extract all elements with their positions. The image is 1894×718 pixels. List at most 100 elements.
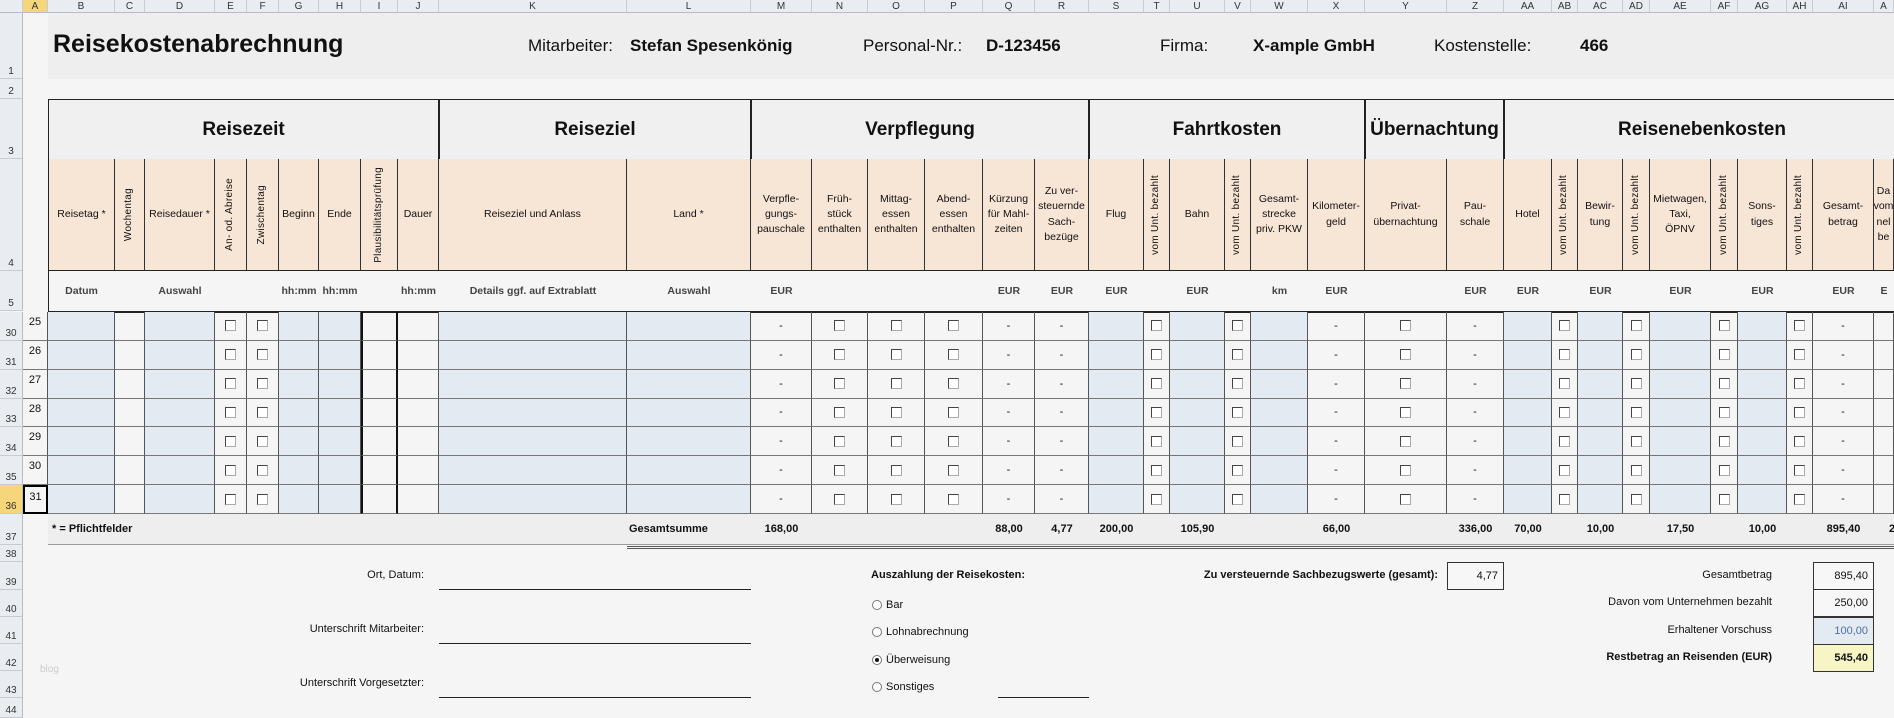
cell-e[interactable]: [215, 312, 247, 341]
cell-f[interactable]: [247, 369, 279, 399]
cell-aa[interactable]: [1504, 312, 1552, 341]
cell-u[interactable]: [1170, 398, 1225, 428]
cell-k[interactable]: [439, 398, 627, 428]
radio-button[interactable]: [872, 627, 882, 638]
cell-u[interactable]: [1170, 456, 1225, 486]
cell-z[interactable]: -: [1447, 340, 1504, 370]
cell-ai[interactable]: -: [1813, 485, 1874, 514]
checkbox[interactable]: [948, 406, 959, 418]
column-header-e[interactable]: E: [215, 0, 247, 13]
cell-o[interactable]: [868, 340, 925, 370]
radio-button[interactable]: [872, 654, 882, 665]
cell-f[interactable]: [247, 340, 279, 370]
checkbox[interactable]: [225, 320, 236, 332]
checkbox[interactable]: [834, 320, 845, 332]
cell-h[interactable]: [319, 427, 361, 457]
cell-m[interactable]: -: [751, 456, 812, 486]
checkbox[interactable]: [225, 493, 236, 505]
cell-s[interactable]: [1089, 398, 1144, 428]
checkbox[interactable]: [834, 464, 845, 476]
checkbox[interactable]: [1232, 349, 1243, 361]
cell-ac[interactable]: [1578, 456, 1623, 486]
cell-i[interactable]: [361, 485, 398, 514]
cell-g[interactable]: [279, 398, 319, 428]
radio-button[interactable]: [872, 681, 882, 692]
cell-ai[interactable]: -: [1813, 340, 1874, 370]
cell-n[interactable]: [812, 312, 868, 341]
cell-j[interactable]: [398, 427, 439, 457]
row-header-4[interactable]: 4: [0, 159, 23, 271]
cell-t[interactable]: [1144, 398, 1170, 428]
column-header-n[interactable]: N: [812, 0, 868, 13]
cell-c[interactable]: [115, 456, 145, 486]
checkbox[interactable]: [1630, 493, 1642, 505]
checkbox[interactable]: [834, 435, 845, 447]
cell-l[interactable]: [627, 340, 751, 370]
cell-ag[interactable]: [1738, 456, 1787, 486]
cell-ad[interactable]: [1623, 398, 1650, 428]
checkbox[interactable]: [257, 406, 268, 418]
cell-v[interactable]: [1225, 369, 1251, 399]
cell-ag[interactable]: [1738, 369, 1787, 399]
cell-p[interactable]: [925, 485, 983, 514]
checkbox[interactable]: [225, 464, 236, 476]
cell-ai[interactable]: -: [1813, 398, 1874, 428]
select-all-corner[interactable]: [0, 0, 23, 13]
checkbox[interactable]: [1794, 349, 1805, 361]
checkbox[interactable]: [890, 435, 902, 447]
cell-b[interactable]: [48, 485, 115, 514]
cell-n[interactable]: [812, 485, 868, 514]
cell-b[interactable]: [48, 398, 115, 428]
cell-o[interactable]: [868, 485, 925, 514]
cell-q[interactable]: -: [983, 398, 1035, 428]
cell-p[interactable]: [925, 427, 983, 457]
checkbox[interactable]: [890, 406, 902, 418]
cell-d[interactable]: [145, 340, 215, 370]
cell-c[interactable]: [115, 427, 145, 457]
checkbox[interactable]: [1559, 349, 1570, 361]
cell-y[interactable]: [1365, 369, 1447, 399]
checkbox[interactable]: [1718, 378, 1730, 390]
cell-k[interactable]: [439, 427, 627, 457]
cell-x[interactable]: -: [1308, 427, 1365, 457]
column-header-a[interactable]: A: [1874, 0, 1894, 13]
checkbox[interactable]: [1232, 464, 1243, 476]
cell-t[interactable]: [1144, 340, 1170, 370]
checkbox[interactable]: [257, 464, 268, 476]
cell-ab[interactable]: [1552, 398, 1578, 428]
cell-ag[interactable]: [1738, 427, 1787, 457]
cell-ai[interactable]: -: [1813, 456, 1874, 486]
checkbox[interactable]: [1151, 320, 1162, 332]
cell-h[interactable]: [319, 485, 361, 514]
cell-l[interactable]: [627, 369, 751, 399]
cell-o[interactable]: [868, 369, 925, 399]
day-number-cell[interactable]: 31: [23, 485, 48, 514]
cell-ad[interactable]: [1623, 340, 1650, 370]
cell-e[interactable]: [215, 398, 247, 428]
cell-o[interactable]: [868, 312, 925, 341]
cell-z[interactable]: -: [1447, 456, 1504, 486]
cell-z[interactable]: -: [1447, 427, 1504, 457]
cell-m[interactable]: -: [751, 398, 812, 428]
column-header-c[interactable]: C: [115, 0, 145, 13]
cell-aj[interactable]: [1874, 369, 1894, 399]
cell-z[interactable]: -: [1447, 398, 1504, 428]
cell-i[interactable]: [361, 398, 398, 428]
cell-ah[interactable]: [1787, 312, 1813, 341]
cell-aj[interactable]: [1874, 340, 1894, 370]
cell-aj[interactable]: [1874, 456, 1894, 486]
cell-j[interactable]: [398, 398, 439, 428]
cell-ag[interactable]: [1738, 340, 1787, 370]
cell-l[interactable]: [627, 312, 751, 341]
cell-aa[interactable]: [1504, 369, 1552, 399]
cell-w[interactable]: [1251, 456, 1308, 486]
checkbox[interactable]: [1630, 464, 1642, 476]
cell-u[interactable]: [1170, 312, 1225, 341]
cell-q[interactable]: -: [983, 456, 1035, 486]
cell-aj[interactable]: [1874, 398, 1894, 428]
row-header-39[interactable]: 39: [0, 562, 23, 590]
cell-u[interactable]: [1170, 369, 1225, 399]
cell-ab[interactable]: [1552, 340, 1578, 370]
cell-p[interactable]: [925, 398, 983, 428]
cell-af[interactable]: [1711, 398, 1738, 428]
